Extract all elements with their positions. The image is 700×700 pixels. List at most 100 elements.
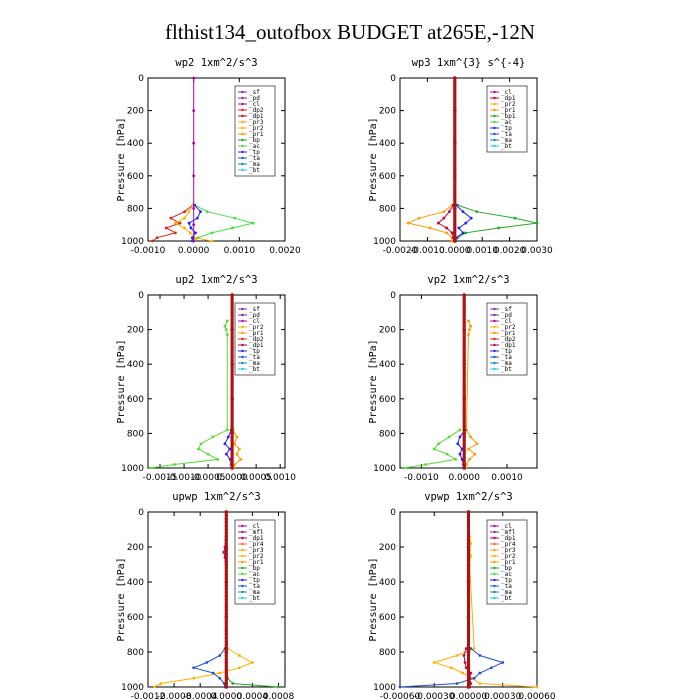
- series-point: [224, 452, 228, 456]
- main-line-marker: [453, 232, 457, 237]
- series-point: [151, 239, 154, 243]
- main-line-marker: [230, 310, 234, 314]
- y-tick-label: 400: [127, 578, 144, 588]
- y-tick-label: 200: [127, 326, 144, 336]
- main-line-marker: [462, 345, 466, 349]
- series-point: [205, 661, 209, 664]
- legend-marker: [493, 331, 496, 335]
- main-line-marker: [224, 548, 228, 553]
- main-line-marker: [230, 456, 234, 460]
- legend-marker: [493, 132, 496, 136]
- series-point: [450, 231, 454, 235]
- series-point: [159, 682, 163, 685]
- x-tick-label: 0.0005: [240, 473, 272, 483]
- main-line-marker: [462, 400, 466, 404]
- main-line-marker: [453, 89, 457, 93]
- main-line-marker: [453, 236, 457, 240]
- series-point: [183, 216, 186, 220]
- main-line-marker: [466, 618, 471, 623]
- main-line-marker: [466, 527, 471, 532]
- main-line-marker: [224, 559, 228, 563]
- main-line-marker: [462, 366, 466, 370]
- main-line-marker: [230, 303, 234, 307]
- main-line-marker: [453, 213, 457, 217]
- main-line-marker: [230, 404, 234, 408]
- legend-entry: _ac: [501, 119, 512, 126]
- x-tick-label: 0.0020: [269, 246, 301, 256]
- y-tick-label: 400: [379, 578, 396, 588]
- main-line-marker: [224, 622, 228, 626]
- legend-marker: [493, 542, 496, 546]
- x-tick-label: -0.0015: [143, 473, 178, 483]
- main-line-marker: [224, 636, 228, 640]
- chart-panel-4: vp2 1xm^2/s^3 Pressure [hPa] 0 200 400 600 800…: [368, 274, 538, 483]
- series-point: [239, 457, 243, 461]
- series-point: [224, 328, 228, 331]
- main-line-marker: [224, 639, 228, 644]
- main-line-marker: [224, 583, 228, 588]
- legend-marker: [493, 120, 496, 124]
- legend-marker: [241, 590, 244, 594]
- legend-marker: [241, 566, 244, 570]
- main-line-marker: [462, 456, 466, 460]
- legend-marker: [241, 162, 244, 166]
- main-line-marker: [462, 417, 466, 422]
- series-point: [194, 231, 197, 235]
- legend-marker: [241, 108, 244, 112]
- legend-entry: _sf: [501, 306, 512, 313]
- main-line-marker: [453, 151, 457, 155]
- main-line-marker: [462, 449, 466, 453]
- main-line-marker: [230, 338, 234, 342]
- legend-entry: _pr2: [249, 553, 264, 560]
- y-tick-label: 800: [127, 429, 144, 439]
- legend-entry: _bt: [249, 167, 260, 174]
- main-line-marker: [230, 314, 234, 318]
- series-point: [190, 236, 194, 240]
- main-line-marker: [466, 510, 471, 514]
- main-line-marker: [453, 95, 457, 100]
- series-point: [233, 216, 237, 220]
- series-point: [535, 221, 539, 225]
- x-tick-label: 0.0010: [466, 246, 498, 256]
- main-line-marker: [462, 331, 466, 335]
- x-tick-label: 0.0008: [263, 692, 295, 700]
- legend-entry: _pr1: [249, 131, 264, 138]
- legend-marker: [241, 150, 244, 154]
- y-tick-label: 800: [379, 648, 396, 658]
- series-point: [235, 452, 239, 456]
- main-line-marker: [453, 219, 457, 224]
- main-line-marker: [230, 366, 234, 370]
- y-tick-label: 600: [127, 395, 144, 405]
- main-line-marker: [224, 510, 228, 514]
- series-point: [445, 452, 449, 456]
- series-point: [424, 463, 428, 466]
- series-point: [469, 647, 473, 650]
- main-line-marker: [224, 604, 228, 609]
- main-line-marker: [230, 407, 234, 411]
- main-line-marker: [462, 324, 466, 328]
- y-tick-label: 1000: [373, 464, 396, 474]
- main-line-marker: [230, 424, 234, 429]
- legend-marker: [241, 90, 244, 94]
- series-line-dp2: [150, 320, 228, 469]
- main-line-marker: [453, 109, 457, 113]
- series-point: [436, 221, 440, 225]
- legend-entry: _dp2: [249, 336, 264, 343]
- y-axis-label: Pressure [hPa]: [116, 557, 127, 641]
- legend-marker: [493, 325, 496, 329]
- legend-marker: [493, 307, 496, 311]
- main-line-marker: [224, 664, 228, 668]
- y-tick-label: 600: [127, 613, 144, 623]
- y-tick-label: 200: [379, 543, 396, 553]
- main-line-marker: [224, 587, 228, 591]
- x-tick-label: 0.00030: [484, 692, 521, 700]
- main-line-marker: [466, 552, 471, 556]
- main-line-marker: [453, 200, 457, 204]
- legend-entry: _dp1: [249, 535, 264, 542]
- legend-marker: [493, 337, 496, 341]
- main-line-marker: [230, 331, 234, 335]
- series-point: [398, 685, 402, 689]
- legend-marker: [241, 331, 244, 335]
- legend-entry: _pr2: [249, 324, 264, 331]
- series-point: [501, 661, 505, 664]
